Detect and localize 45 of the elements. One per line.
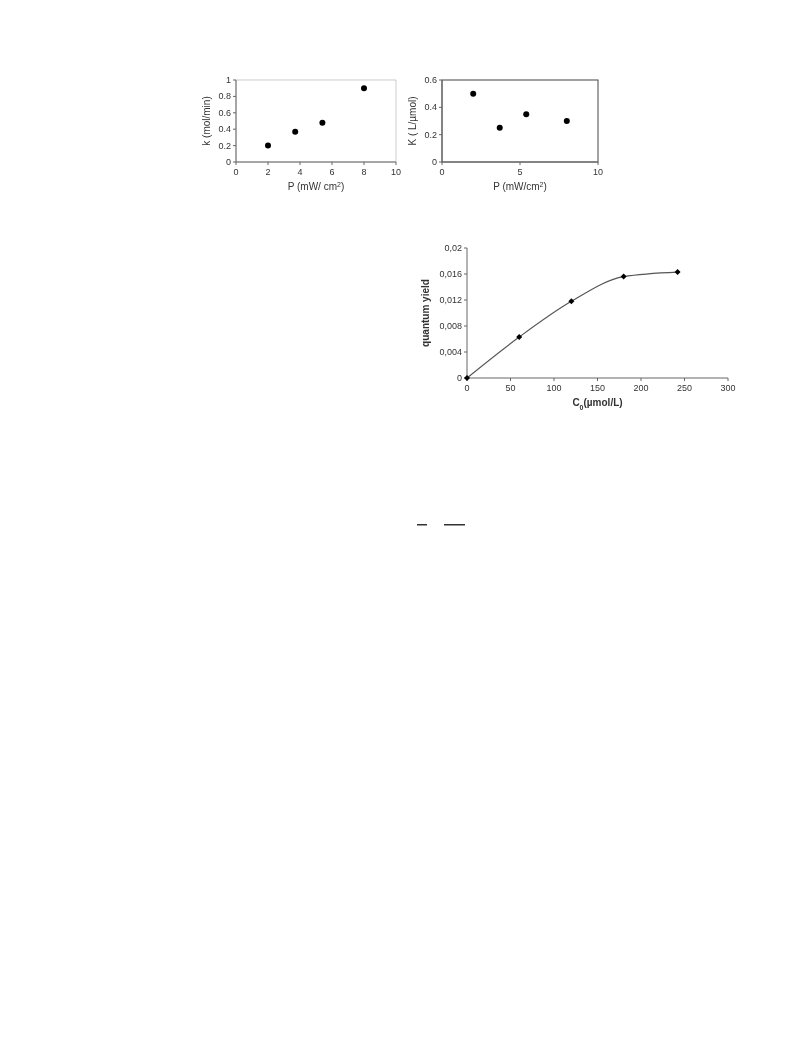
- x-tick-label: 6: [329, 167, 335, 177]
- x-axis-title: C$_{0}$(µmol/L): [572, 397, 623, 411]
- y-axis-title: k (mol/min): [201, 96, 212, 146]
- x-axis-title: P (mW/cm$^{2}$): [493, 180, 547, 192]
- y-tick-label: 0.2: [424, 129, 437, 140]
- y-tick-label: 0,016: [439, 269, 462, 279]
- x-tick-label: 100: [546, 383, 562, 393]
- y-axis-title: K ( L/µmol): [407, 96, 418, 146]
- x-tick-label: 5: [517, 167, 523, 177]
- point: [319, 119, 326, 126]
- x-axis-title: P (mW/ cm$^{2}$): [287, 180, 345, 192]
- x-tick-label: 250: [676, 383, 693, 393]
- point: [292, 128, 299, 135]
- point: [496, 124, 503, 131]
- x-tick-label: 10: [390, 167, 402, 177]
- y-tick-label: 1: [225, 75, 231, 85]
- y-tick-label: 0,012: [439, 295, 462, 305]
- x-tick-label: 0: [464, 383, 470, 393]
- x-tick-label: 300: [720, 383, 736, 393]
- x-tick-label: 8: [361, 167, 367, 177]
- y-tick-label: 0.4: [424, 102, 437, 113]
- y-tick-label: 0.2: [218, 140, 231, 151]
- x-tick-label: 10: [592, 167, 604, 177]
- x-tick-label: 0: [233, 167, 239, 177]
- x-tick-label: 200: [633, 383, 649, 393]
- y-tick-label: 0.4: [218, 124, 231, 135]
- point: [563, 118, 570, 124]
- point: [523, 111, 530, 118]
- y-tick-label: 0.6: [424, 75, 437, 85]
- x-tick-label: 150: [589, 383, 606, 393]
- x-tick-label: 50: [505, 383, 516, 393]
- point: [470, 90, 477, 97]
- y-tick-label: 0,008: [439, 321, 462, 331]
- y-tick-label: 0,02: [444, 243, 462, 253]
- y-tick-label: 0: [431, 157, 437, 167]
- y-tick-label: 0: [456, 373, 462, 383]
- point: [361, 85, 367, 92]
- x-tick-label: 4: [297, 167, 303, 177]
- y-axis-title: quantum yield: [420, 279, 431, 347]
- y-tick-label: 0.6: [218, 107, 231, 118]
- y-tick-label: 0: [225, 157, 231, 167]
- y-tick-label: 0.8: [218, 91, 231, 102]
- point: [265, 142, 271, 149]
- x-tick-label: 2: [265, 167, 271, 177]
- y-tick-label: 0,004: [439, 347, 462, 357]
